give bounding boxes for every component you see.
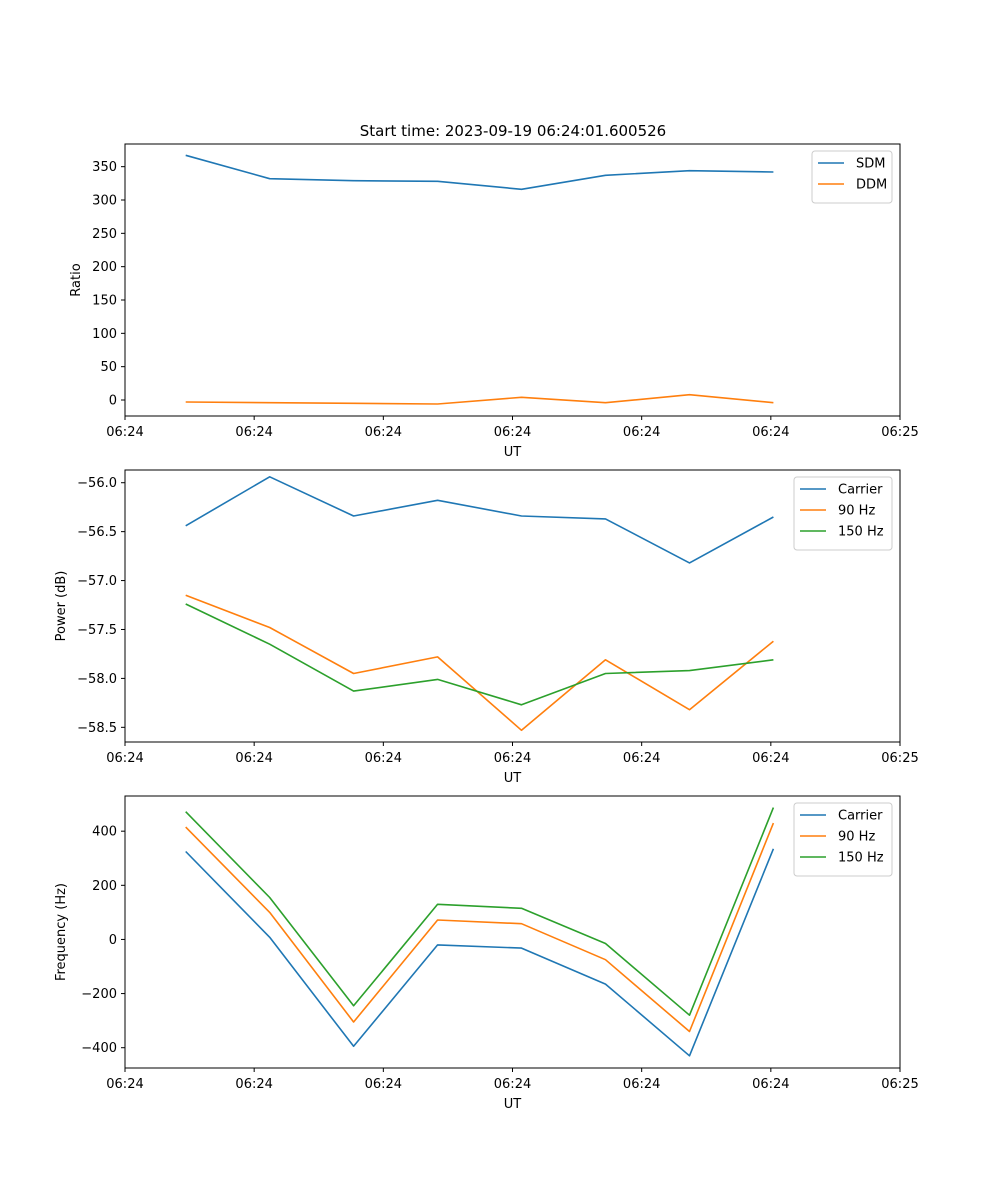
power-legend-label: 150 Hz — [838, 525, 884, 540]
ratio-x-tick-label: 06:24 — [752, 425, 789, 440]
power-x-axis-label: UT — [504, 771, 522, 786]
power-y-tick-label: −57.0 — [77, 574, 117, 589]
frequency-x-tick-label: 06:25 — [881, 1077, 918, 1092]
ratio-x-axis-label: UT — [504, 445, 522, 460]
chart-title: Start time: 2023-09-19 06:24:01.600526 — [360, 122, 666, 140]
power-y-axis-label: Power (dB) — [54, 571, 69, 642]
power-x-tick-label: 06:24 — [623, 751, 660, 766]
frequency-x-tick-label: 06:24 — [235, 1077, 272, 1092]
power-x-tick-label: 06:24 — [235, 751, 272, 766]
power-x-tick-label: 06:25 — [881, 751, 918, 766]
frequency-legend-label: Carrier — [838, 809, 883, 824]
frequency-series-line-150-hz — [185, 807, 775, 1017]
ratio-y-tick-label: 0 — [109, 394, 117, 409]
ratio-x-tick-label: 06:24 — [106, 425, 143, 440]
ratio-y-axis-label: Ratio — [69, 263, 84, 296]
power-series-line-carrier — [185, 475, 774, 564]
frequency-x-tick-label: 06:24 — [623, 1077, 660, 1092]
frequency-legend-label: 90 Hz — [838, 830, 875, 845]
frequency-y-tick-label: 200 — [92, 879, 117, 894]
frequency-x-tick-label: 06:24 — [106, 1077, 143, 1092]
frequency-x-tick-label: 06:24 — [752, 1077, 789, 1092]
power-series-line-90-hz — [185, 594, 774, 732]
power-x-tick-label: 06:24 — [494, 751, 531, 766]
ratio-legend-label: DDM — [856, 178, 887, 193]
power-y-tick-label: −56.0 — [77, 476, 117, 491]
power-y-tick-label: −58.5 — [77, 721, 117, 736]
ratio-y-tick-label: 300 — [92, 194, 117, 209]
frequency-y-tick-label: −200 — [81, 987, 117, 1002]
ratio-legend-label: SDM — [856, 157, 885, 172]
ratio-y-tick-label: 200 — [92, 260, 117, 275]
ratio-y-tick-label: 50 — [100, 360, 117, 375]
frequency-panel: 06:24 06:24 06:24 06:24 06:24 06:24 06:25 −400 −… — [54, 795, 919, 1112]
power-legend-label: Carrier — [838, 483, 883, 498]
power-x-tick-label: 06:24 — [365, 751, 402, 766]
ratio-x-tick-label: 06:24 — [365, 425, 402, 440]
frequency-legend-label: 150 Hz — [838, 851, 884, 866]
ratio-x-tick-label: 06:25 — [881, 425, 918, 440]
power-x-tick-label: 06:24 — [752, 751, 789, 766]
frequency-x-axis-label: UT — [504, 1097, 522, 1112]
power-legend-label: 90 Hz — [838, 504, 875, 519]
power-y-tick-label: −57.5 — [77, 623, 117, 638]
ratio-panel: 06:24 06:24 06:24 06:24 06:24 06:24 06:25 0 50 10… — [69, 143, 919, 460]
ratio-series-line-sdm — [185, 154, 774, 191]
ratio-x-tick-label: 06:24 — [623, 425, 660, 440]
frequency-x-tick-label: 06:24 — [494, 1077, 531, 1092]
power-series-line-150-hz — [185, 603, 774, 706]
ratio-x-tick-label: 06:24 — [235, 425, 272, 440]
power-x-tick-label: 06:24 — [106, 751, 143, 766]
frequency-series-line-90-hz — [185, 822, 775, 1033]
ratio-y-tick-label: 350 — [92, 160, 117, 175]
power-y-tick-label: −56.5 — [77, 525, 117, 540]
ratio-series-line-ddm — [185, 393, 774, 405]
frequency-y-tick-label: 400 — [92, 825, 117, 840]
frequency-series-line-carrier — [185, 848, 775, 1057]
frequency-y-axis-label: Frequency (Hz) — [54, 883, 69, 981]
ratio-y-tick-label: 100 — [92, 327, 117, 342]
frequency-y-tick-label: 0 — [109, 933, 117, 948]
frequency-x-tick-label: 06:24 — [365, 1077, 402, 1092]
power-y-tick-label: −58.0 — [77, 672, 117, 687]
frequency-y-tick-label: −400 — [81, 1041, 117, 1056]
ratio-y-tick-label: 150 — [92, 294, 117, 309]
ratio-y-tick-label: 250 — [92, 227, 117, 242]
power-panel: 06:24 06:24 06:24 06:24 06:24 06:24 06:25 −56.0… — [54, 469, 919, 786]
ratio-legend — [811, 150, 893, 204]
ratio-x-tick-label: 06:24 — [494, 425, 531, 440]
